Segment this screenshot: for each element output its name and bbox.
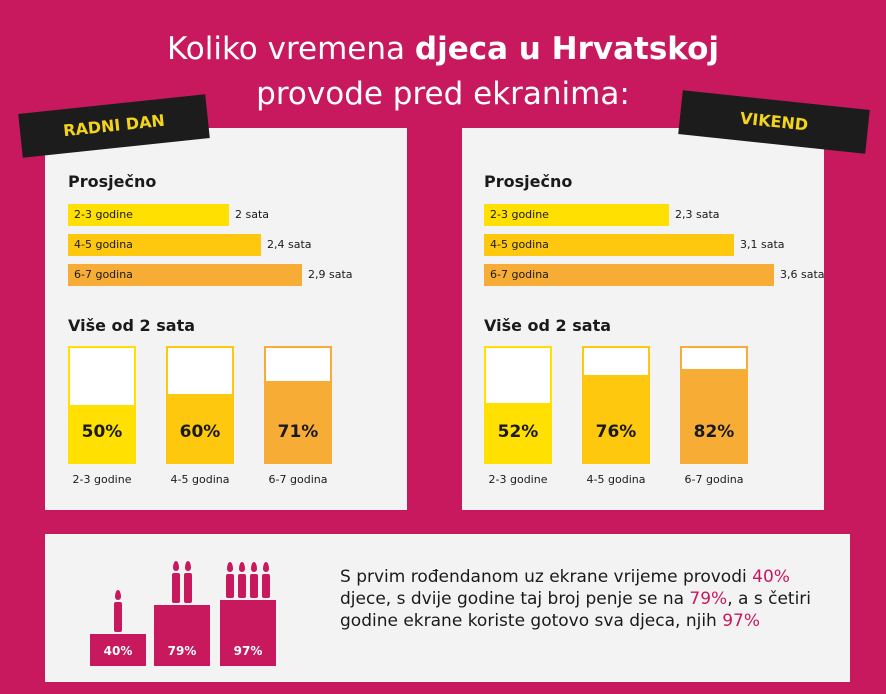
weekend-avg-bar-2: 4-5 godina (484, 234, 734, 256)
candle-icon (262, 574, 270, 598)
work-avg-title: Prosječno (68, 172, 157, 191)
cake-pct-2: 79% (167, 644, 197, 658)
weekend-avg-value-2: 3,1 sata (740, 238, 785, 251)
bottom-text-part-3: , a s četiri godine ekrane koriste gotov… (340, 589, 812, 631)
candle-icon (184, 573, 192, 603)
weekend-avg-value-1: 2,3 sata (675, 208, 720, 221)
weekend-jar-pct-3: 82% (693, 422, 735, 442)
work-jar-pct-3: 71% (277, 422, 319, 442)
work-jar-label-1: 2-3 godine (72, 473, 132, 486)
flame-icon (227, 562, 233, 572)
candle-icon (250, 574, 258, 598)
bottom-text-part-2: djece, s dvije godine taj broj penje se … (340, 589, 690, 609)
flame-icon (251, 562, 257, 572)
title-bold: djeca u Hrvatskoj (414, 31, 720, 67)
weekend-over-title: Više od 2 sata (484, 316, 612, 335)
bottom-text-highlight-2: 79% (689, 589, 728, 609)
title-regular: Koliko vremena (166, 31, 415, 67)
flame-icon (185, 561, 191, 571)
cake-pct-3: 97% (233, 644, 263, 658)
bottom-text-highlight-3: 97% (722, 611, 761, 631)
flame-icon (263, 562, 269, 572)
work-jar-fill-2 (168, 393, 232, 462)
weekend-avg-title: Prosječno (484, 172, 573, 191)
bottom-text-part-1: S prvim rođendanom uz ekrane vrijeme pro… (340, 567, 753, 587)
weekend-jar-2: 76% (582, 346, 650, 464)
flame-icon (173, 561, 179, 571)
work-jar-fill-1 (70, 405, 134, 462)
work-jar-3: 71% (264, 346, 332, 464)
weekend-jar-label-3: 6-7 godina (684, 473, 744, 486)
candle-icon (172, 573, 180, 603)
cake-3: 97% (220, 600, 276, 666)
weekend-avg-bar-1: 2-3 godine (484, 204, 669, 226)
flame-icon (239, 562, 245, 572)
work-jar-fill-3 (266, 381, 330, 462)
flame-icon (115, 590, 121, 600)
cake-2: 79% (154, 605, 210, 666)
work-avg-bar-2: 4-5 godina (68, 234, 261, 256)
bottom-text-highlight-1: 40% (752, 567, 790, 587)
candle-icon (238, 574, 246, 598)
weekend-avg-value-3: 3,6 sata (780, 268, 825, 281)
candle-icon (114, 602, 122, 632)
cake-pct-1: 40% (103, 644, 133, 658)
weekend-jar-pct-2: 76% (595, 422, 637, 442)
work-jar-pct-1: 50% (81, 422, 123, 442)
work-jar-label-3: 6-7 godina (268, 473, 328, 486)
weekend-jar-fill-2 (584, 375, 648, 462)
work-over-title: Više od 2 sata (68, 316, 196, 335)
weekend-jar-label-1: 2-3 godine (488, 473, 548, 486)
weekend-jar-label-2: 4-5 godina (586, 473, 646, 486)
work-avg-bar-1: 2-3 godine (68, 204, 229, 226)
work-jar-pct-2: 60% (179, 422, 221, 442)
work-avg-bar-3: 6-7 godina (68, 264, 302, 286)
work-avg-value-1: 2 sata (235, 208, 270, 221)
weekend-avg-bar-3: 6-7 godina (484, 264, 774, 286)
work-avg-value-3: 2,9 sata (308, 268, 353, 281)
work-jar-label-2: 4-5 godina (170, 473, 230, 486)
weekend-jar-fill-3 (682, 368, 746, 462)
weekend-jar-pct-1: 52% (497, 422, 539, 442)
page-title-line-1: Koliko vremena djeca u Hrvatskoj (0, 30, 886, 68)
work-jar-1: 50% (68, 346, 136, 464)
page-title-line-2: provode pred ekranima: (256, 76, 630, 112)
candle-icon (226, 574, 234, 598)
work-avg-value-2: 2,4 sata (267, 238, 312, 251)
weekend-jar-3: 82% (680, 346, 748, 464)
weekend-jar-fill-1 (486, 402, 550, 462)
work-jar-2: 60% (166, 346, 234, 464)
cake-1: 40% (90, 634, 146, 666)
weekend-jar-1: 52% (484, 346, 552, 464)
bottom-text: S prvim rođendanom uz ekrane vrijeme pro… (340, 566, 820, 632)
